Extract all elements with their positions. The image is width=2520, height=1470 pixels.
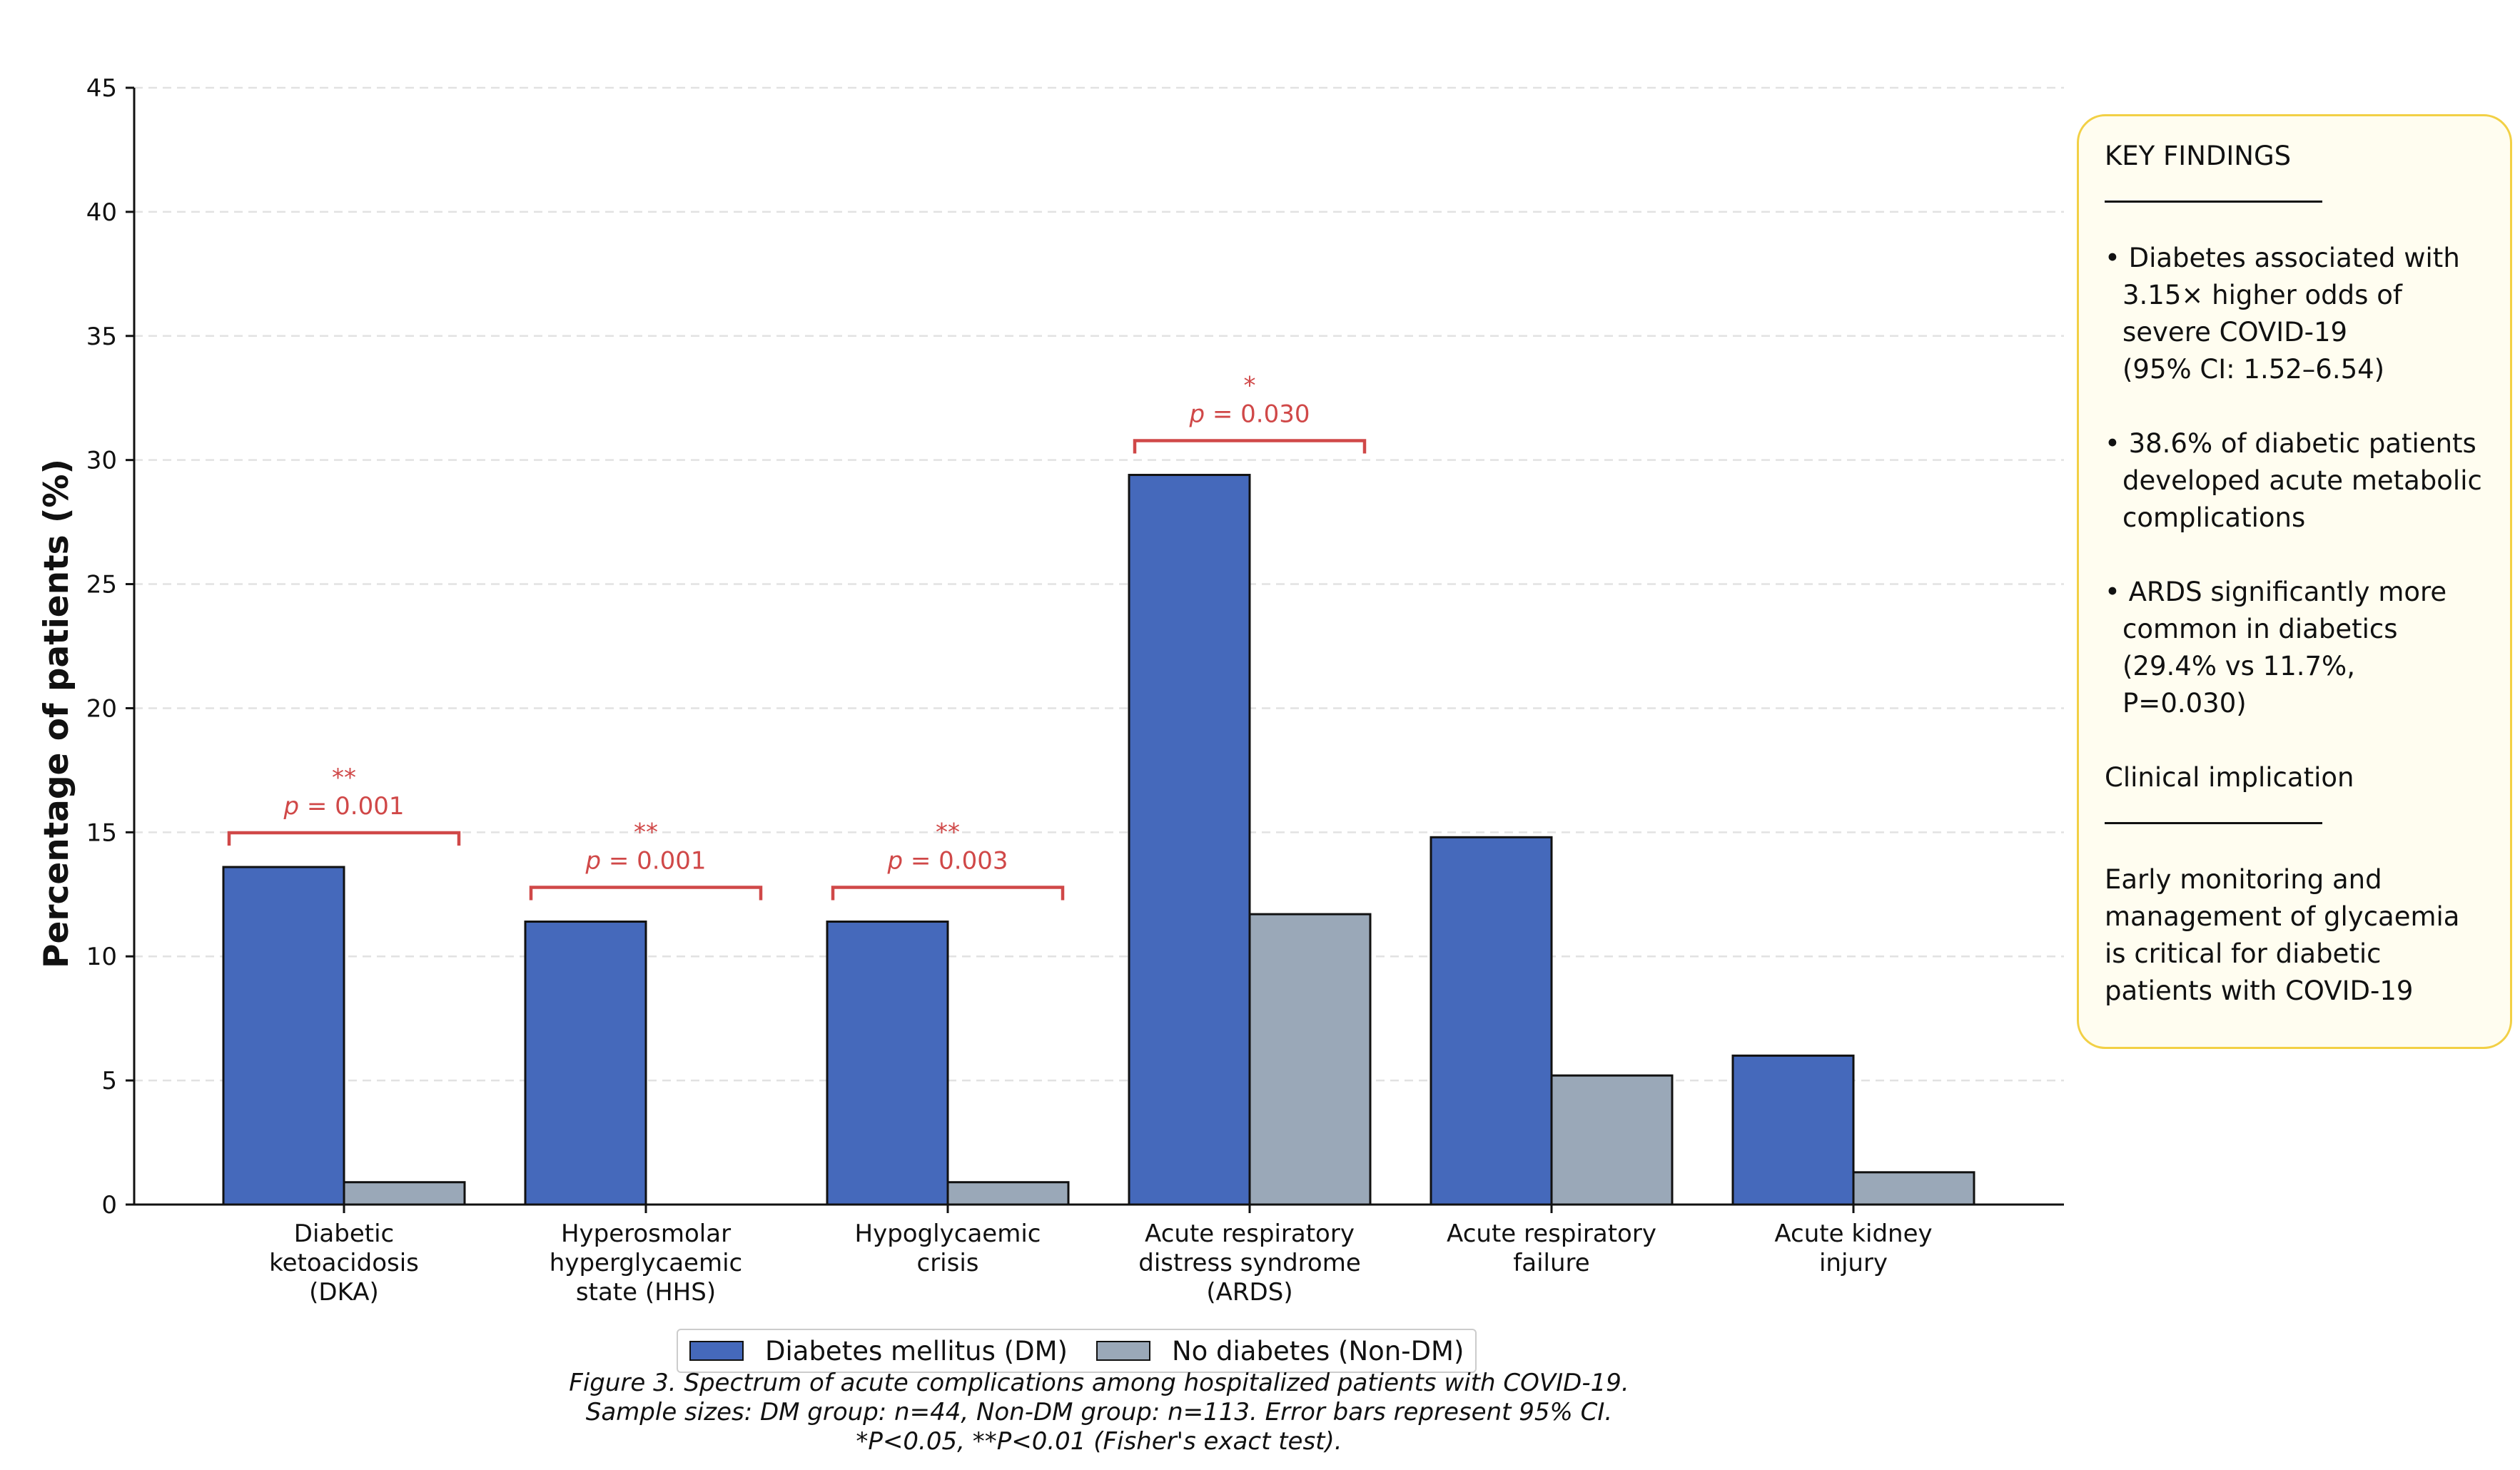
implication-line: patients with COVID-19 <box>2105 975 2414 1006</box>
caption-line: *P<0.05, **P<0.01 (Fisher's exact test). <box>856 1427 1342 1456</box>
bar-non-dm <box>1248 913 1372 1206</box>
y-tick-label: 10 <box>86 943 117 971</box>
significance-bracket <box>227 831 461 846</box>
y-tick-label: 35 <box>86 323 117 351</box>
implication-line: is critical for diabetic <box>2105 938 2382 969</box>
bar-non-dm <box>343 1181 466 1206</box>
axes <box>133 88 2064 1206</box>
bar-non-dm <box>1852 1171 1975 1206</box>
significance-stars: ** <box>936 818 960 847</box>
y-tick-label: 5 <box>101 1067 117 1095</box>
p-symbol: p <box>585 847 601 876</box>
bar-dm <box>1128 474 1251 1206</box>
bar-dm <box>1429 836 1553 1206</box>
significance-annotations: p = 0.001**p = 0.001**p = 0.003**p = 0.0… <box>227 372 1367 901</box>
y-tick-label: 20 <box>86 694 117 723</box>
y-tick-label: 45 <box>86 74 117 103</box>
finding-bullet: • 38.6% of diabetic patients developed a… <box>2105 428 2482 533</box>
x-tick-label: Hypoglycaemic <box>855 1220 1041 1248</box>
x-tick-label: (DKA) <box>309 1278 379 1307</box>
p-value-label: p = 0.030 <box>1188 400 1310 429</box>
x-tick-label: crisis <box>917 1249 979 1277</box>
bars <box>222 474 1975 1206</box>
finding-bullet: • Diabetes associated with 3.15× higher … <box>2105 243 2460 385</box>
caption-line: Figure 3. Spectrum of acute complication… <box>569 1369 1629 1397</box>
bar-non-dm <box>946 1181 1070 1206</box>
x-tick-label: Hyperosmolar <box>561 1220 731 1248</box>
gridlines <box>134 86 2064 1082</box>
figure-caption: Figure 3. Spectrum of acute complication… <box>0 1369 2198 1456</box>
significance-bracket <box>529 886 763 901</box>
p-value: = 0.030 <box>1205 400 1310 429</box>
significance-stars: * <box>1244 372 1256 400</box>
y-tick-label: 40 <box>86 198 117 227</box>
legend-swatch-dm <box>689 1341 744 1361</box>
bar-dm <box>222 866 345 1206</box>
legend: Diabetes mellitus (DM) No diabetes (Non-… <box>677 1329 1477 1373</box>
bar-chart: p = 0.001**p = 0.001**p = 0.003**p = 0.0… <box>37 74 2064 1307</box>
implication-line: Early monitoring and <box>2105 864 2382 895</box>
bar-dm <box>826 921 949 1206</box>
x-tick-label: ketoacidosis <box>269 1249 419 1277</box>
p-symbol: p <box>283 792 299 821</box>
x-tick-label: Acute respiratory <box>1145 1220 1355 1248</box>
x-tick-label: hyperglycaemic <box>550 1249 742 1277</box>
p-symbol: p <box>1188 400 1205 429</box>
y-axis-label: Percentage of patients (%) <box>37 459 76 968</box>
p-value-label: p = 0.003 <box>886 847 1008 876</box>
significance-bracket <box>1133 439 1367 454</box>
x-tick-label: failure <box>1513 1249 1589 1277</box>
significance-stars: ** <box>332 764 356 792</box>
legend-entry-non-dm: No diabetes (Non-DM) <box>1095 1335 1464 1367</box>
p-value-label: p = 0.001 <box>585 847 706 876</box>
bar-non-dm <box>1550 1074 1674 1206</box>
y-tick-label: 15 <box>86 818 117 847</box>
y-tick-label: 30 <box>86 447 117 475</box>
x-tick-label: (ARDS) <box>1206 1278 1292 1307</box>
x-tick-label: distress syndrome <box>1138 1249 1361 1277</box>
x-tick-label: Diabetic <box>294 1220 394 1248</box>
bar-dm <box>1731 1054 1855 1206</box>
findings-divider <box>2105 201 2322 203</box>
y-tick-label: 0 <box>101 1191 117 1220</box>
p-value: = 0.001 <box>601 847 706 876</box>
x-tick-label: injury <box>1819 1249 1888 1277</box>
legend-label-non-dm: No diabetes (Non-DM) <box>1171 1335 1464 1367</box>
implication-line: management of glycaemia <box>2105 901 2460 932</box>
findings-title: KEY FINDINGS <box>2105 141 2292 171</box>
legend-swatch-non-dm <box>1095 1341 1150 1361</box>
finding-bullet: • ARDS significantly more common in diab… <box>2105 577 2447 719</box>
x-tick-label: Acute respiratory <box>1447 1220 1656 1248</box>
legend-entry-dm: Diabetes mellitus (DM) <box>689 1336 1068 1367</box>
p-symbol: p <box>886 847 903 876</box>
bar-dm <box>524 921 647 1206</box>
y-ticks: 0 5 10 15 20 25 30 35 40 45 <box>86 74 134 1220</box>
x-tick-label: state (HHS) <box>576 1278 716 1307</box>
x-tick-label: Acute kidney <box>1774 1220 1932 1248</box>
findings-subtitle: Clinical implication <box>2105 762 2354 793</box>
p-value: = 0.001 <box>299 792 404 821</box>
caption-line: Sample sizes: DM group: n=44, Non-DM gro… <box>585 1398 1613 1426</box>
p-value-label: p = 0.001 <box>283 792 404 821</box>
significance-bracket <box>831 886 1065 901</box>
findings-divider <box>2105 822 2322 824</box>
key-findings-panel: KEY FINDINGS • Diabetes associated with … <box>2077 114 2512 1049</box>
y-tick-label: 25 <box>86 571 117 599</box>
p-value: = 0.003 <box>903 847 1008 876</box>
significance-stars: ** <box>634 818 658 847</box>
legend-label-dm: Diabetes mellitus (DM) <box>765 1335 1068 1367</box>
